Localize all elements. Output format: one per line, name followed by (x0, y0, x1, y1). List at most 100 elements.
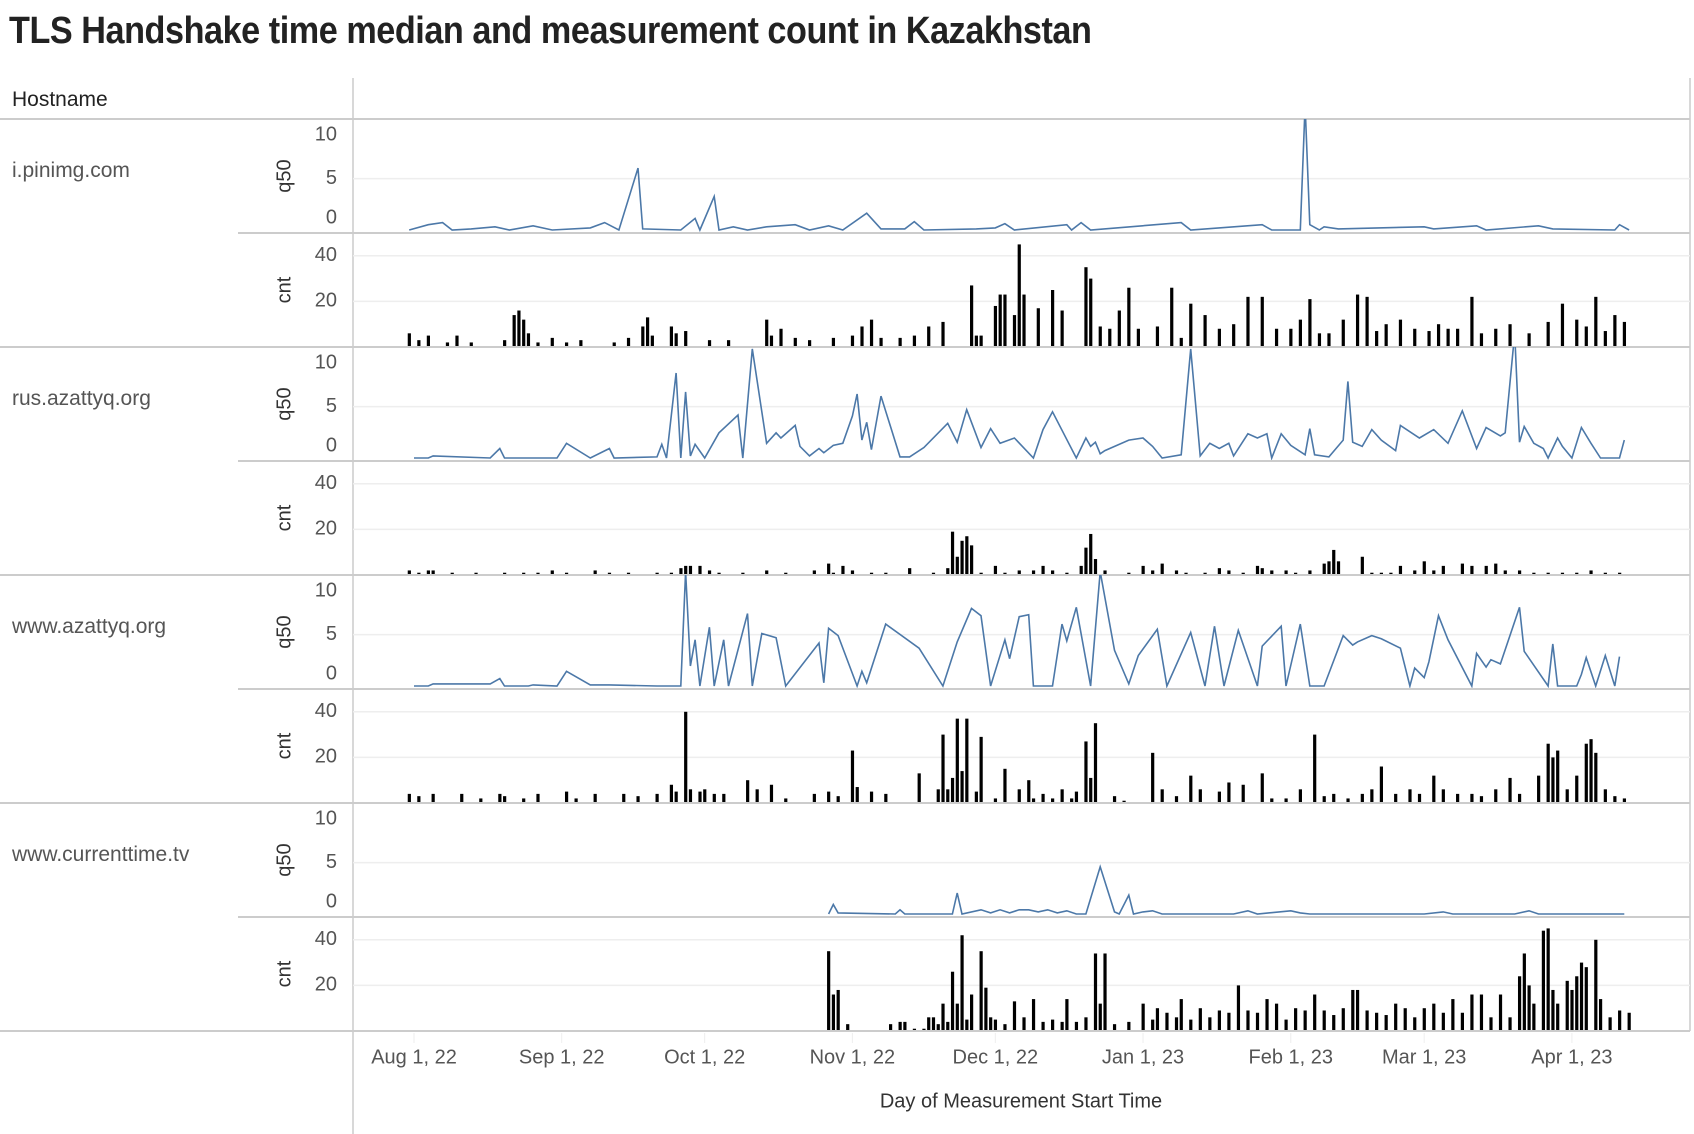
cnt-bar (426, 570, 430, 575)
cnt-bar (846, 1024, 850, 1031)
cnt-bar (1065, 999, 1069, 1031)
x-axis-title: Day of Measurement Start Time (880, 1090, 1162, 1112)
cnt-bar (1189, 775, 1193, 803)
cnt-bar (593, 793, 597, 803)
cnt-bar (426, 335, 430, 347)
cnt-bar (1332, 793, 1336, 803)
cnt-bar (450, 572, 454, 575)
cnt-bar (979, 335, 983, 347)
cnt-bar (1174, 1017, 1179, 1031)
cnt-bar (1060, 310, 1064, 347)
cnt-bar (827, 563, 831, 575)
cnt-bar (869, 572, 874, 575)
x-tick-label: Dec 1, 22 (953, 1046, 1039, 1068)
cnt-bar (1375, 1012, 1379, 1031)
cnt-bar (1479, 333, 1484, 347)
cnt-bar (431, 793, 435, 803)
cnt-bar (1089, 278, 1093, 347)
cnt-bar (698, 791, 702, 803)
cnt-bar (503, 796, 507, 803)
cnt-bar (993, 565, 998, 575)
cnt-bar (526, 333, 531, 347)
cnt-bar (1627, 1012, 1631, 1031)
cnt-bar (1022, 1017, 1026, 1031)
cnt-bar (769, 335, 774, 347)
cnt-bar (755, 789, 759, 803)
cnt-bar (1327, 561, 1331, 575)
cnt-bar (1060, 1021, 1064, 1031)
cnt-bar (1041, 565, 1045, 575)
cnt-bar (669, 784, 674, 803)
cnt-bar (1565, 980, 1569, 1031)
cnt-bar (1546, 321, 1550, 347)
cnt-bar (1532, 1003, 1536, 1031)
cnt-bar (1470, 793, 1474, 803)
cnt-bar (674, 791, 678, 803)
cnt-bar (431, 570, 435, 575)
cnt-bar (522, 319, 526, 347)
cnt-bar (946, 1021, 950, 1031)
cnt-bar (836, 989, 840, 1031)
cnt-bar (831, 572, 836, 575)
cnt-bar (1217, 1010, 1221, 1031)
cnt-bar (674, 333, 678, 347)
y-tick-label: 5 (326, 851, 337, 873)
cnt-bar (955, 718, 959, 803)
x-tick-label: Apr 1, 23 (1531, 1046, 1612, 1068)
cnt-bar (707, 570, 712, 575)
cnt-bar (536, 342, 540, 347)
cnt-bar (1232, 324, 1236, 347)
cnt-bar (1441, 565, 1445, 575)
cnt-bar (1151, 752, 1155, 803)
cnt-bar (1274, 1003, 1279, 1031)
cnt-bar (1375, 331, 1379, 347)
cnt-bar (1012, 315, 1017, 347)
cnt-bar (1241, 572, 1245, 575)
cnt-bar (1127, 572, 1131, 575)
cnt-bar (960, 771, 964, 803)
cnt-bar (850, 750, 855, 803)
cnt-bar (626, 337, 631, 347)
cnt-bar (1089, 533, 1093, 575)
cnt-bar (898, 1021, 902, 1031)
cnt-bar (1003, 294, 1007, 347)
cnt-bar (1370, 789, 1374, 803)
cnt-bar (1084, 547, 1088, 575)
cnt-bar (1313, 994, 1317, 1031)
cnt-bar (1098, 326, 1102, 347)
cnt-bar (1460, 1012, 1464, 1031)
cnt-bar (1284, 570, 1288, 575)
cnt-bar (1584, 967, 1588, 1031)
q50-line (414, 347, 1626, 461)
cnt-bar (1432, 775, 1436, 803)
cnt-bar (974, 791, 978, 803)
cnt-bar (912, 1028, 917, 1031)
cnt-bar (669, 326, 674, 347)
cnt-bar (550, 570, 554, 575)
cnt-bar (936, 789, 940, 803)
cnt-bar (503, 572, 507, 575)
cnt-bar (1546, 928, 1550, 1031)
cnt-bar (1203, 572, 1207, 575)
cnt-bar (655, 793, 659, 803)
cnt-bar (722, 793, 726, 803)
cnt-bar (717, 572, 721, 575)
y-axis-label-cnt: cnt (273, 504, 295, 531)
cnt-bar (1556, 1003, 1560, 1031)
cnt-bar (831, 337, 836, 347)
cnt-bar (1294, 1008, 1298, 1031)
cnt-bar (941, 1003, 945, 1031)
cnt-bar (1598, 999, 1603, 1031)
cnt-bar (1003, 768, 1007, 803)
cnt-bar (1427, 331, 1431, 347)
cnt-bar (1394, 793, 1398, 803)
cnt-bar (1036, 308, 1040, 347)
cnt-bar (1127, 287, 1131, 347)
q50-line (408, 119, 1630, 233)
cnt-bar (503, 340, 507, 347)
cnt-bar (1217, 568, 1221, 575)
cnt-bar (579, 340, 583, 347)
cnt-bar (1322, 796, 1326, 803)
cnt-bar (1508, 1017, 1512, 1031)
